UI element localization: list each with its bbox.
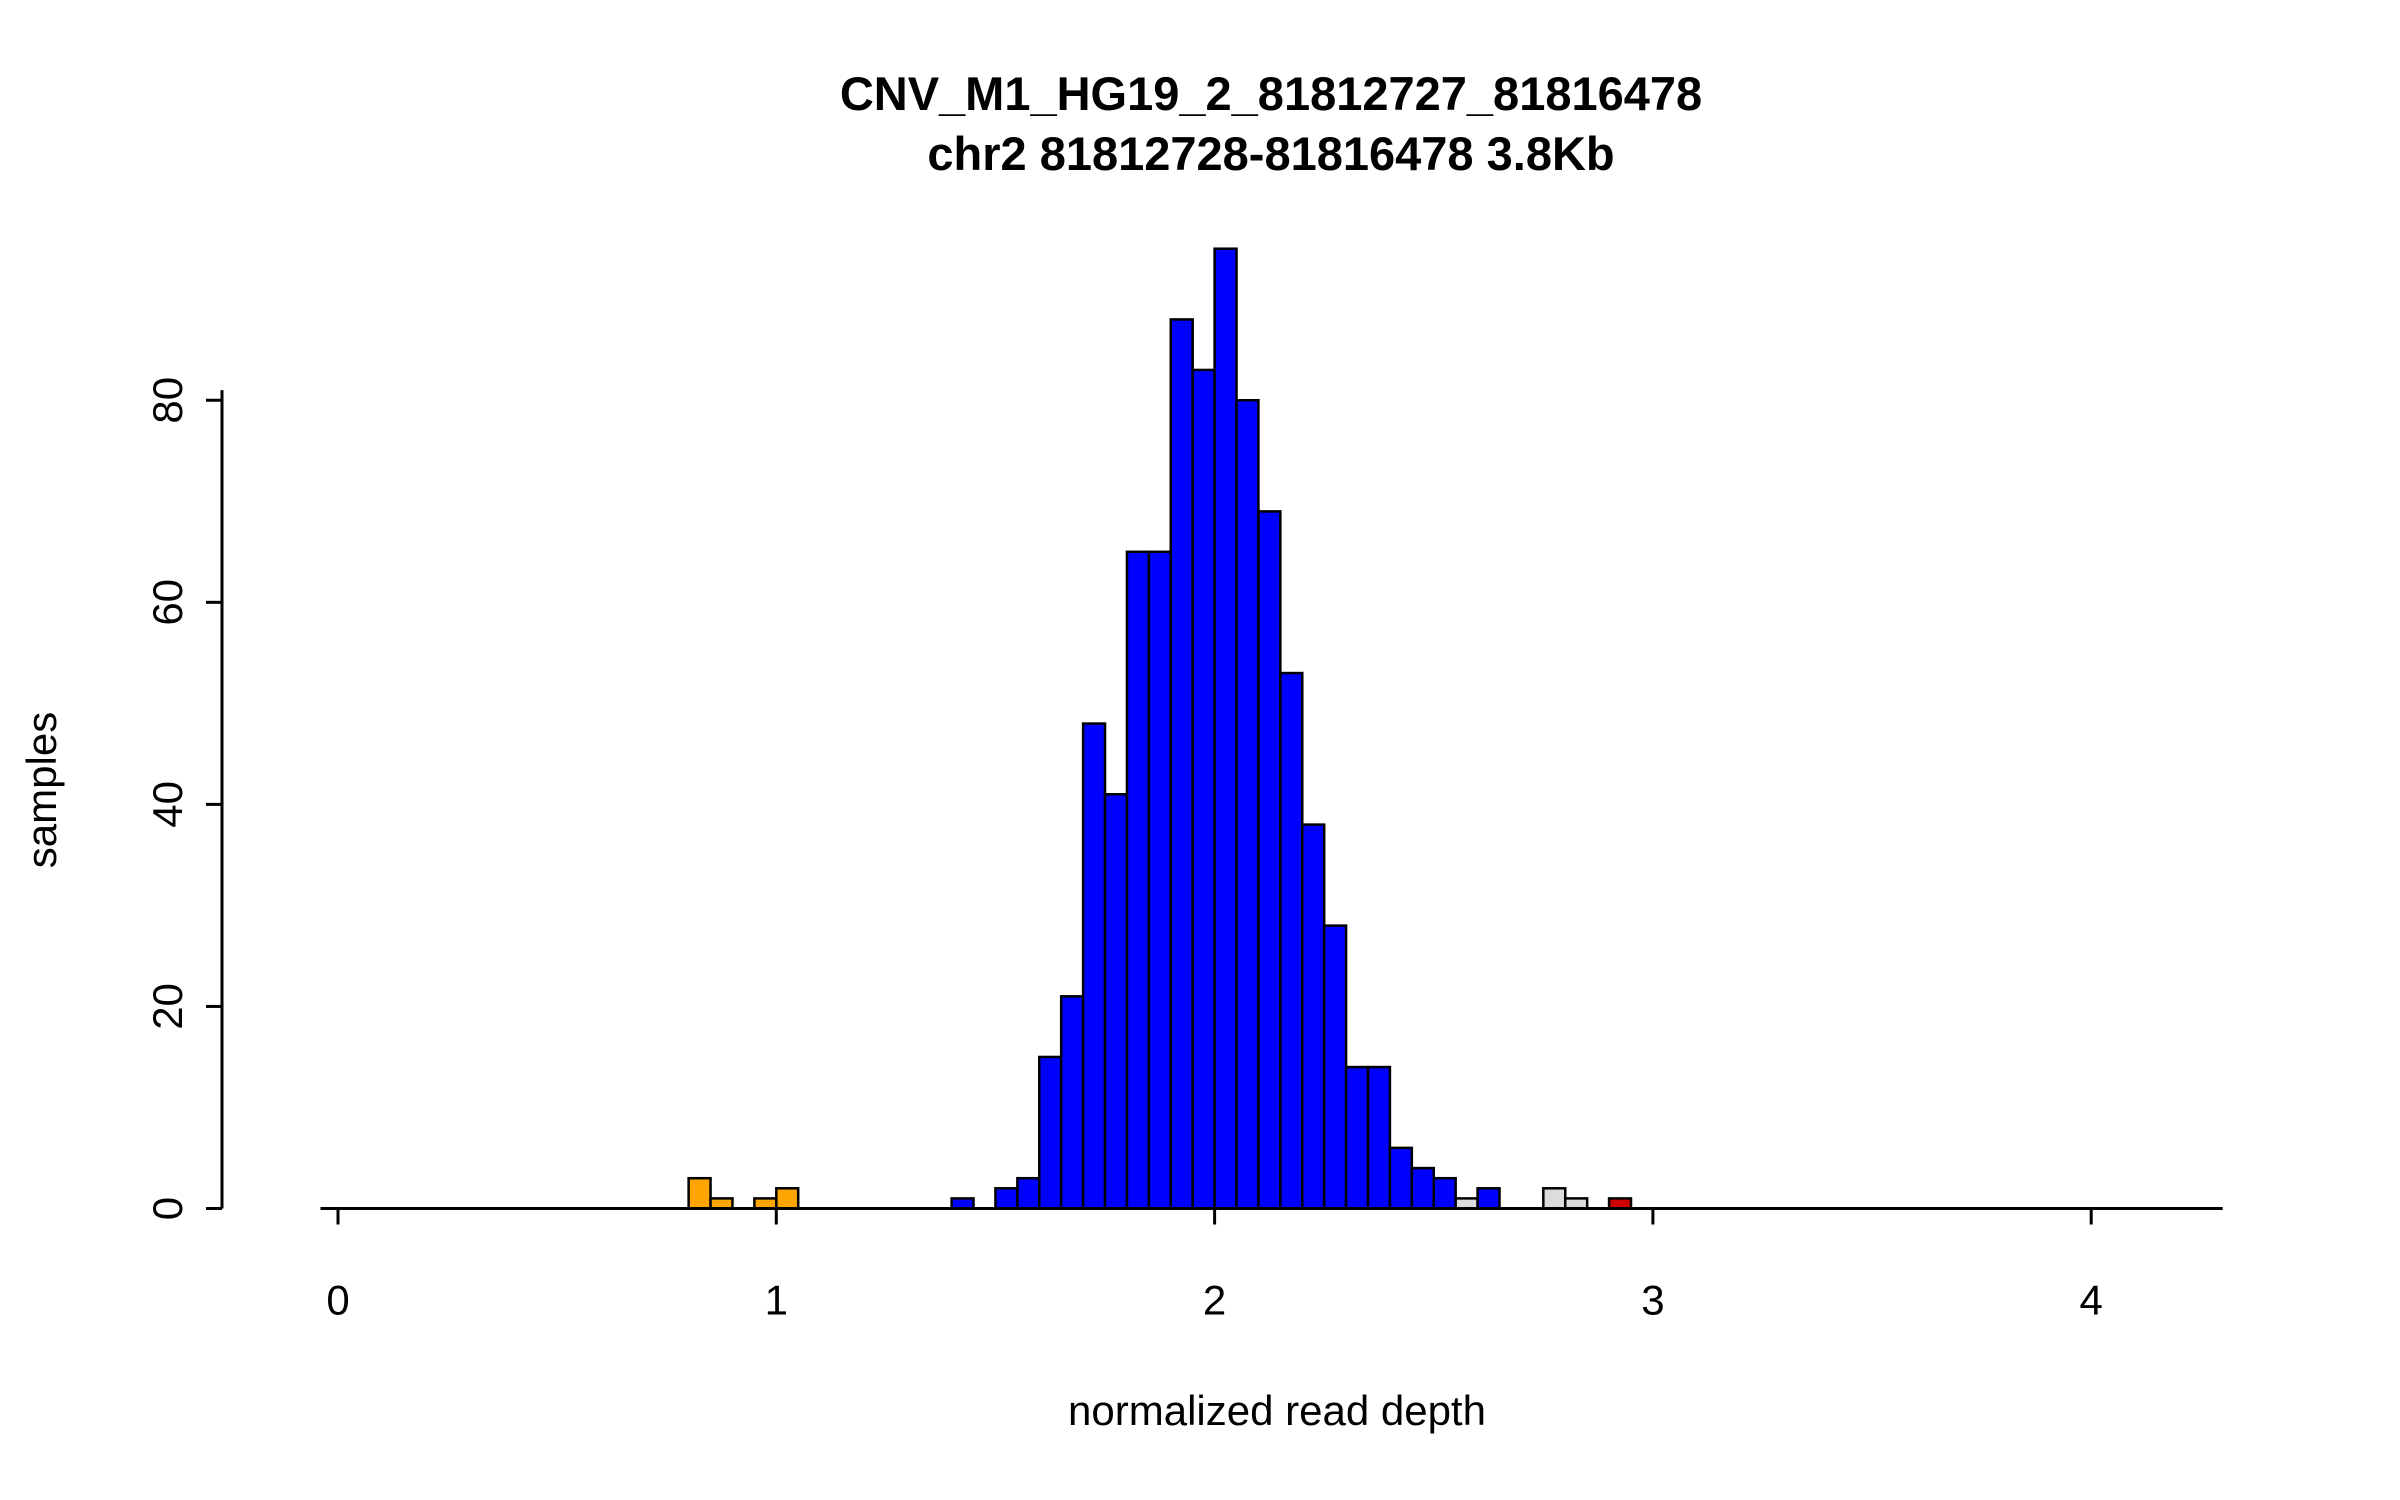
y-tick-label: 0 bbox=[144, 1197, 191, 1220]
x-axis-label: normalized read depth bbox=[1068, 1387, 1486, 1434]
histogram-bar bbox=[1169, 318, 1194, 1210]
histogram-bar bbox=[994, 1187, 1019, 1210]
histogram-bar bbox=[1016, 1176, 1041, 1210]
histogram-bar bbox=[753, 1197, 778, 1210]
histogram-bar bbox=[1344, 1065, 1370, 1210]
histogram-bar bbox=[1388, 1146, 1414, 1210]
histogram-bar bbox=[1432, 1176, 1457, 1210]
histogram-bar bbox=[1410, 1166, 1435, 1210]
y-tick-label: 20 bbox=[144, 983, 191, 1030]
y-tick-label: 60 bbox=[144, 579, 191, 626]
histogram-bar bbox=[950, 1197, 975, 1210]
histogram-bar bbox=[1257, 510, 1282, 1210]
histogram-bar bbox=[1235, 399, 1260, 1210]
histogram-bar bbox=[775, 1187, 800, 1210]
chart-subtitle: chr2 81812728-81816478 3.8Kb bbox=[927, 127, 1614, 180]
histogram-bar bbox=[1542, 1187, 1567, 1210]
y-tick-label: 40 bbox=[144, 781, 191, 828]
x-tick-label: 0 bbox=[326, 1277, 349, 1324]
y-tick-label: 80 bbox=[144, 377, 191, 424]
histogram-bar bbox=[1476, 1187, 1501, 1210]
x-tick-label: 1 bbox=[765, 1277, 788, 1324]
histogram-bar bbox=[1103, 793, 1129, 1210]
histogram-bar bbox=[1059, 995, 1085, 1210]
x-tick-label: 3 bbox=[1641, 1277, 1664, 1324]
chart-title: CNV_M1_HG19_2_81812727_81816478 bbox=[840, 67, 1702, 120]
y-axis-label: samples bbox=[18, 712, 65, 868]
histogram-bar bbox=[1279, 671, 1304, 1210]
histogram-bar bbox=[1213, 247, 1238, 1210]
histogram-bar bbox=[1301, 823, 1326, 1210]
histogram-bar bbox=[1081, 722, 1107, 1210]
histogram-bar bbox=[1607, 1197, 1633, 1210]
x-tick-label: 4 bbox=[2080, 1277, 2103, 1324]
x-tick-label: 2 bbox=[1203, 1277, 1226, 1324]
histogram-bar bbox=[1322, 924, 1348, 1210]
histogram-bar bbox=[709, 1197, 734, 1210]
histogram-bar bbox=[1191, 368, 1216, 1210]
histogram-bar bbox=[1038, 1055, 1063, 1210]
histogram-bar bbox=[1454, 1197, 1479, 1210]
histogram-bar bbox=[1366, 1065, 1392, 1210]
histogram-bar bbox=[1125, 550, 1151, 1210]
histogram-bar bbox=[1563, 1197, 1589, 1210]
histogram-bar bbox=[687, 1176, 712, 1210]
histogram-bar bbox=[1147, 550, 1173, 1210]
